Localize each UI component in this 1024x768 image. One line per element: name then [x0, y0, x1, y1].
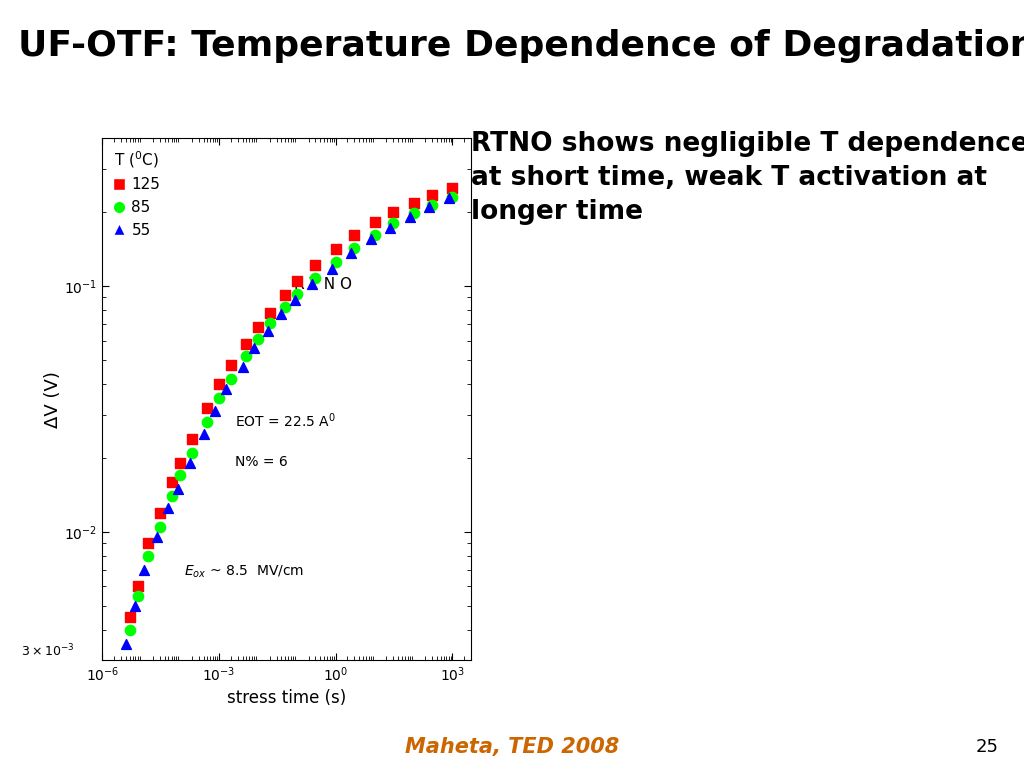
Point	[122, 624, 138, 636]
Legend: 125, 85, 55: 125, 85, 55	[110, 146, 164, 240]
Point	[222, 359, 239, 371]
Point	[118, 638, 134, 650]
Text: $3\times10^{-3}$: $3\times10^{-3}$	[22, 643, 75, 660]
Point	[170, 482, 186, 495]
Point	[127, 600, 143, 612]
Point	[136, 564, 153, 576]
Point	[444, 191, 461, 204]
Point	[346, 242, 362, 254]
Point	[129, 581, 145, 593]
Point	[200, 416, 216, 429]
Text: RTNO shows negligible T dependence
at short time, weak T activation at
longer ti: RTNO shows negligible T dependence at sh…	[471, 131, 1024, 224]
Point	[172, 457, 188, 469]
Point	[183, 432, 200, 445]
X-axis label: stress time (s): stress time (s)	[227, 690, 346, 707]
Point	[424, 189, 440, 201]
Point	[164, 475, 180, 488]
Point	[424, 198, 440, 210]
Point	[406, 197, 422, 209]
Point	[343, 247, 359, 260]
Point	[289, 275, 305, 287]
Point	[161, 502, 177, 515]
Text: $E_{ox}$ ~ 8.5  MV/cm: $E_{ox}$ ~ 8.5 MV/cm	[183, 564, 304, 580]
Point	[207, 405, 223, 417]
Point	[140, 537, 157, 549]
Point	[382, 221, 398, 233]
Point	[196, 428, 212, 440]
Point	[276, 289, 293, 301]
Point	[250, 333, 266, 345]
Point	[239, 338, 255, 350]
Point	[183, 447, 200, 459]
Point	[367, 229, 383, 241]
Point	[406, 207, 422, 220]
Point	[246, 342, 262, 354]
Text: EOT = 22.5 A$^0$: EOT = 22.5 A$^0$	[236, 411, 336, 429]
Text: R T N O: R T N O	[294, 277, 352, 292]
Point	[328, 243, 344, 255]
Point	[385, 217, 401, 230]
Point	[362, 233, 379, 246]
Point	[440, 192, 457, 204]
Point	[287, 293, 303, 306]
Point	[346, 229, 362, 241]
Point	[164, 490, 180, 502]
Point	[289, 288, 305, 300]
Point	[172, 469, 188, 482]
Point	[401, 210, 418, 223]
Point	[182, 457, 199, 469]
Point	[218, 383, 234, 396]
Point	[250, 321, 266, 333]
Y-axis label: ΔV (V): ΔV (V)	[44, 371, 61, 428]
Text: 25: 25	[976, 738, 998, 756]
Point	[304, 278, 321, 290]
Point	[222, 372, 239, 385]
Point	[140, 550, 157, 562]
Text: Maheta, TED 2008: Maheta, TED 2008	[404, 737, 620, 757]
Point	[273, 308, 290, 320]
Point	[261, 306, 278, 319]
Text: N% = 6: N% = 6	[236, 455, 288, 469]
Point	[129, 590, 145, 602]
Point	[276, 301, 293, 313]
Point	[385, 206, 401, 218]
Point	[307, 272, 324, 284]
Text: UF-OTF: Temperature Dependence of Degradation: UF-OTF: Temperature Dependence of Degrad…	[18, 29, 1024, 63]
Point	[421, 201, 437, 214]
Point	[200, 402, 216, 414]
Point	[152, 521, 168, 533]
Point	[211, 392, 227, 405]
Point	[261, 316, 278, 329]
Point	[328, 257, 344, 269]
Point	[239, 350, 255, 362]
Point	[324, 263, 340, 275]
Point	[367, 216, 383, 228]
Point	[234, 361, 251, 373]
Point	[152, 506, 168, 518]
Point	[307, 259, 324, 271]
Point	[122, 611, 138, 624]
Point	[148, 531, 165, 544]
Point	[211, 378, 227, 390]
Point	[444, 182, 461, 194]
Point	[260, 324, 276, 336]
